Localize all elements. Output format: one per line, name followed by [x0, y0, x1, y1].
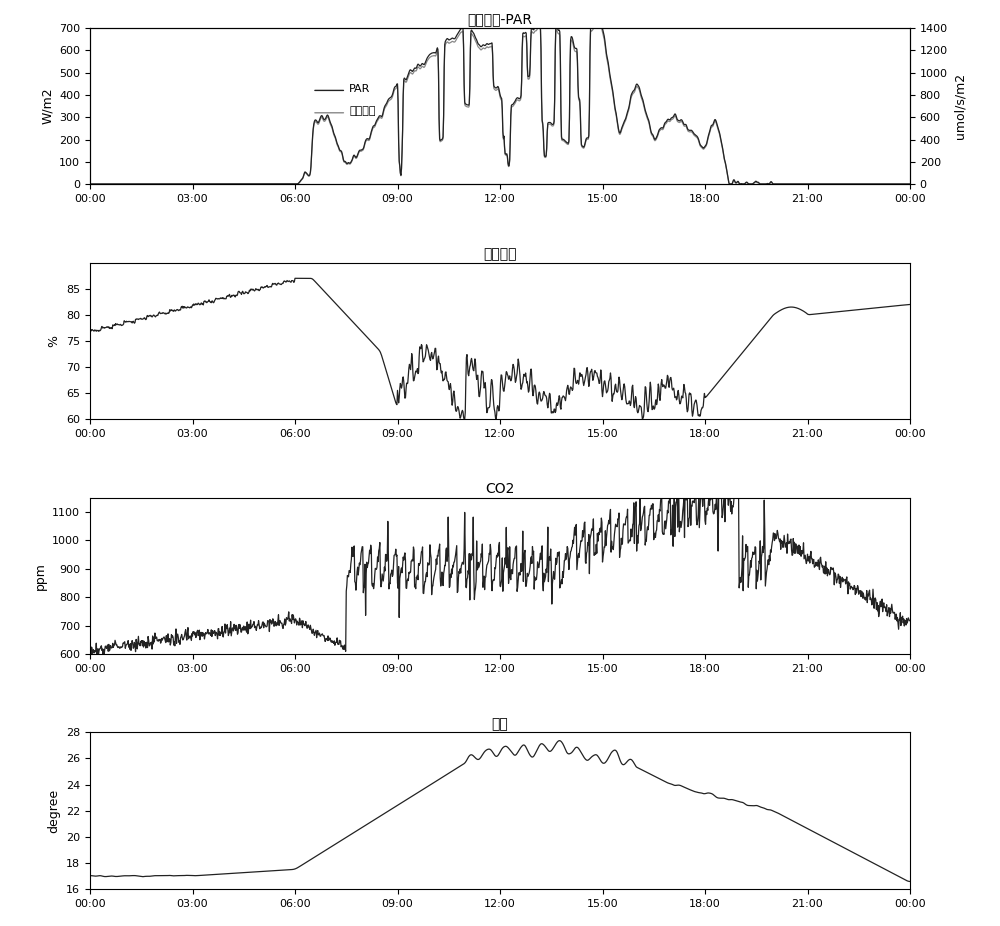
Text: PAR: PAR: [349, 83, 370, 94]
Text: 日照辐射: 日照辐射: [349, 106, 376, 116]
Y-axis label: ppm: ppm: [34, 562, 47, 590]
Y-axis label: degree: degree: [47, 789, 60, 832]
Title: 温度: 温度: [492, 718, 508, 732]
Y-axis label: W/m2: W/m2: [41, 88, 54, 124]
Title: 相对湿度: 相对湿度: [483, 247, 517, 261]
Y-axis label: umol/s/m2: umol/s/m2: [953, 73, 966, 139]
Y-axis label: %: %: [48, 335, 61, 347]
Title: CO2: CO2: [485, 482, 515, 496]
Title: 日照辐射-PAR: 日照辐射-PAR: [468, 13, 532, 27]
